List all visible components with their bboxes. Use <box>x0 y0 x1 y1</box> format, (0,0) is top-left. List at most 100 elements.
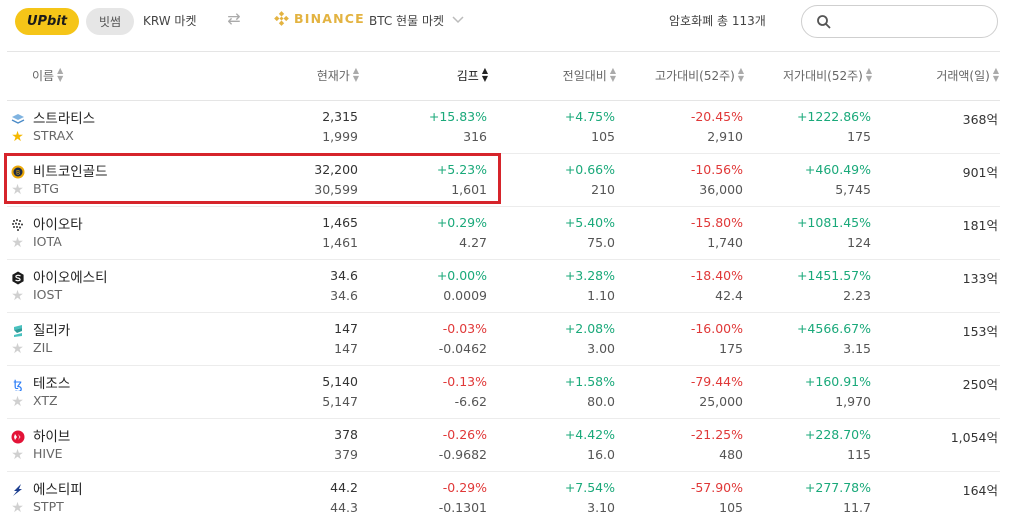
star-icon[interactable]: ★ <box>11 129 24 145</box>
divider <box>7 100 1000 101</box>
volume: 164억 <box>962 483 998 498</box>
high-52w-percent: -20.45% <box>690 109 743 124</box>
binance-exchange-button[interactable]: BINANCE <box>274 11 365 26</box>
volume: 181억 <box>962 218 998 233</box>
day-change-value: 80.0 <box>587 394 615 409</box>
sort-icon: ▲ ▼ <box>57 66 64 83</box>
kimp-percent: -0.13% <box>442 374 487 389</box>
binance-price: 1,999 <box>322 129 358 144</box>
upbit-price: 5,140 <box>322 374 358 389</box>
star-icon[interactable]: ★ <box>11 394 24 410</box>
day-change-value: 3.10 <box>587 500 615 515</box>
day-change-percent: +0.66% <box>564 162 615 177</box>
search-icon <box>816 14 832 30</box>
high-52w-value: 175 <box>719 341 743 356</box>
table-row[interactable]: ★ 아이오타 IOTA 1,465 1,461 +0.29% 4.27 +5.4… <box>7 207 1000 260</box>
header-price[interactable]: 현재가 ▲ ▼ <box>317 60 359 90</box>
low-52w-value: 1,970 <box>835 394 871 409</box>
sort-icon: ▲ ▼ <box>865 66 872 83</box>
header-volume[interactable]: 거래액(일) ▲ ▼ <box>936 60 999 90</box>
header-low-52w[interactable]: 저가대비(52주) ▲ ▼ <box>783 60 872 90</box>
star-icon[interactable]: ★ <box>11 447 24 463</box>
upbit-price: 2,315 <box>322 109 358 124</box>
binance-diamond-icon <box>274 11 289 26</box>
low-52w-value: 3.15 <box>843 341 871 356</box>
star-icon[interactable]: ★ <box>11 500 24 516</box>
coin-name-kr: 아이오타 <box>33 217 83 233</box>
coin-symbol: HIVE <box>33 446 63 461</box>
coin-name-kr: 비트코인골드 <box>33 164 108 180</box>
kimp-percent: +15.83% <box>428 109 487 124</box>
table-row[interactable]: ★ 하이브 HIVE 378 379 -0.26% -0.9682 +4.42%… <box>7 419 1000 472</box>
table-row[interactable]: ★ 스트라티스 STRAX 2,315 1,999 +15.83% 316 +4… <box>7 101 1000 154</box>
upbit-price: 147 <box>334 321 358 336</box>
upbit-price: 1,465 <box>322 215 358 230</box>
table-row[interactable]: ★ 아이오에스티 IOST 34.6 34.6 +0.00% 0.0009 +3… <box>7 260 1000 313</box>
header-day-change[interactable]: 전일대비 ▲ ▼ <box>563 60 616 90</box>
high-52w-value: 2,910 <box>707 129 743 144</box>
high-52w-percent: -16.00% <box>690 321 743 336</box>
table-row[interactable]: ꜩ ★ 테조스 XTZ 5,140 5,147 -0.13% -6.62 +1.… <box>7 366 1000 419</box>
day-change-percent: +5.40% <box>564 215 615 230</box>
star-icon[interactable]: ★ <box>11 182 24 198</box>
volume: 153억 <box>962 324 998 339</box>
sort-icon: ▲ ▼ <box>992 66 999 83</box>
kimp-percent: +5.23% <box>436 162 487 177</box>
high-52w-percent: -10.56% <box>690 162 743 177</box>
search-input[interactable] <box>840 12 990 32</box>
high-52w-value: 480 <box>719 447 743 462</box>
top-bar: UPbit 빗썸 KRW 마켓 ⇄ BINANCE BTC 현물 마켓 암호화폐… <box>0 0 1011 52</box>
upbit-exchange-button[interactable]: UPbit <box>15 8 79 35</box>
coin-name-kr: 에스티피 <box>33 482 83 498</box>
low-52w-percent: +277.78% <box>804 480 871 495</box>
search-box[interactable] <box>801 5 998 38</box>
binance-price: 147 <box>334 341 358 356</box>
day-change-percent: +2.08% <box>564 321 615 336</box>
kimp-diff: 1,601 <box>451 182 487 197</box>
bithumb-exchange-button[interactable]: 빗썸 <box>86 8 134 35</box>
low-52w-value: 11.7 <box>843 500 871 515</box>
binance-price: 44.3 <box>330 500 358 515</box>
star-icon[interactable]: ★ <box>11 235 24 251</box>
high-52w-value: 1,740 <box>707 235 743 250</box>
table-row[interactable]: ★ 질리카 ZIL 147 147 -0.03% -0.0462 +2.08% … <box>7 313 1000 366</box>
total-coin-count: 암호화폐 총 113개 <box>669 14 766 28</box>
kimp-percent: +0.29% <box>436 215 487 230</box>
high-52w-percent: -79.44% <box>690 374 743 389</box>
swap-icon[interactable]: ⇄ <box>227 9 241 28</box>
chevron-down-icon[interactable] <box>451 11 465 25</box>
btc-market-label[interactable]: BTC 현물 마켓 <box>369 14 445 28</box>
coin-symbol: IOTA <box>33 234 62 249</box>
star-icon[interactable]: ★ <box>11 341 24 357</box>
sort-desc-icon: ▲ ▼ <box>481 66 488 83</box>
day-change-percent: +4.75% <box>564 109 615 124</box>
table-row[interactable]: B ★ 비트코인골드 BTG 32,200 30,599 +5.23% 1,60… <box>7 154 1000 207</box>
kimp-percent: -0.26% <box>442 427 487 442</box>
coin-symbol: IOST <box>33 287 63 302</box>
iost-icon <box>11 270 25 285</box>
low-52w-percent: +1222.86% <box>796 109 871 124</box>
table-row[interactable]: ★ 에스티피 STPT 44.2 44.3 -0.29% -0.1301 +7.… <box>7 472 1000 521</box>
day-change-value: 1.10 <box>587 288 615 303</box>
day-change-value: 105 <box>591 129 615 144</box>
binance-price: 1,461 <box>322 235 358 250</box>
sort-icon: ▲ ▼ <box>352 66 359 83</box>
header-name[interactable]: 이름 ▲ ▼ <box>32 60 63 90</box>
volume: 250억 <box>962 377 998 392</box>
low-52w-value: 2.23 <box>843 288 871 303</box>
high-52w-percent: -18.40% <box>690 268 743 283</box>
header-high-52w[interactable]: 고가대비(52주) ▲ ▼ <box>655 60 744 90</box>
star-icon[interactable]: ★ <box>11 288 24 304</box>
header-low-label: 저가대비(52주) <box>783 68 863 83</box>
iota-icon <box>11 217 25 231</box>
header-volume-label: 거래액(일) <box>936 68 990 83</box>
header-kimp[interactable]: 김프 ▲ ▼ <box>457 60 488 90</box>
kimp-diff: -0.1301 <box>438 500 487 515</box>
kimp-diff: 316 <box>463 129 487 144</box>
low-52w-value: 115 <box>847 447 871 462</box>
svg-text:B: B <box>16 170 20 177</box>
low-52w-percent: +4566.67% <box>796 321 871 336</box>
header-high-label: 고가대비(52주) <box>655 68 735 83</box>
binance-logo-text: BINANCE <box>294 11 365 26</box>
hive-icon <box>11 429 25 444</box>
